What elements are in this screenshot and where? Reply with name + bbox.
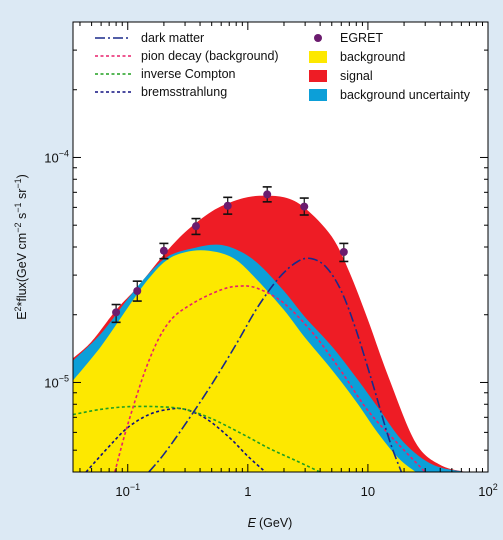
bremsstrahlung-line bbox=[85, 407, 266, 472]
legend-pion-label: pion decay (background) bbox=[141, 49, 279, 63]
egret-point bbox=[159, 242, 169, 260]
egret-point bbox=[132, 280, 142, 302]
egret-point bbox=[299, 197, 309, 216]
egret-marker bbox=[191, 222, 200, 231]
x-tick-label: 102 bbox=[478, 482, 497, 499]
legend-uncertainty-label: background uncertainty bbox=[340, 88, 471, 102]
egret-points bbox=[111, 186, 349, 324]
egret-marker bbox=[223, 201, 232, 210]
egret-point bbox=[191, 217, 201, 236]
legend-egret-marker bbox=[314, 34, 322, 42]
egret-point bbox=[223, 196, 233, 215]
egret-point bbox=[262, 186, 272, 203]
y-tick-label: 10−5 bbox=[44, 373, 69, 390]
legend-egret-label: EGRET bbox=[340, 31, 383, 45]
legend-dark-matter-label: dark matter bbox=[141, 31, 204, 45]
inverse-compton-line bbox=[73, 405, 321, 472]
x-tick-label: 10−1 bbox=[115, 482, 140, 499]
pion-decay-line bbox=[114, 285, 426, 472]
y-axis-label: E2*flux(GeV cm−2 s−1 sr−1) bbox=[13, 174, 29, 320]
axis-tick-labels: 10−1 1 10 102 10−5 10−4 bbox=[44, 148, 497, 499]
egret-marker bbox=[112, 308, 121, 317]
legend-uncertainty-swatch bbox=[309, 89, 327, 101]
egret-marker bbox=[133, 286, 142, 295]
legend-signal-label: signal bbox=[340, 69, 373, 83]
x-axis-label: E (GeV) bbox=[248, 516, 293, 530]
dark-matter-line bbox=[148, 257, 403, 472]
y-tick-label: 10−4 bbox=[44, 148, 69, 165]
egret-point bbox=[339, 242, 349, 263]
plot-area bbox=[73, 186, 466, 472]
egret-marker bbox=[159, 246, 168, 255]
legend-background-label: background bbox=[340, 50, 405, 64]
background-area bbox=[73, 250, 416, 472]
egret-marker bbox=[300, 202, 309, 211]
egret-marker bbox=[339, 248, 348, 257]
axis-ticks bbox=[73, 21, 489, 473]
legend-background-swatch bbox=[309, 51, 327, 63]
legend-ic-label: inverse Compton bbox=[141, 67, 236, 81]
legend-signal-swatch bbox=[309, 70, 327, 82]
x-tick-label: 10 bbox=[361, 484, 375, 499]
egret-point bbox=[111, 303, 121, 324]
legend: dark matter pion decay (background) inve… bbox=[95, 31, 471, 102]
x-tick-label: 1 bbox=[244, 484, 251, 499]
egret-marker bbox=[263, 190, 272, 199]
legend-brems-label: bremsstrahlung bbox=[141, 85, 227, 99]
